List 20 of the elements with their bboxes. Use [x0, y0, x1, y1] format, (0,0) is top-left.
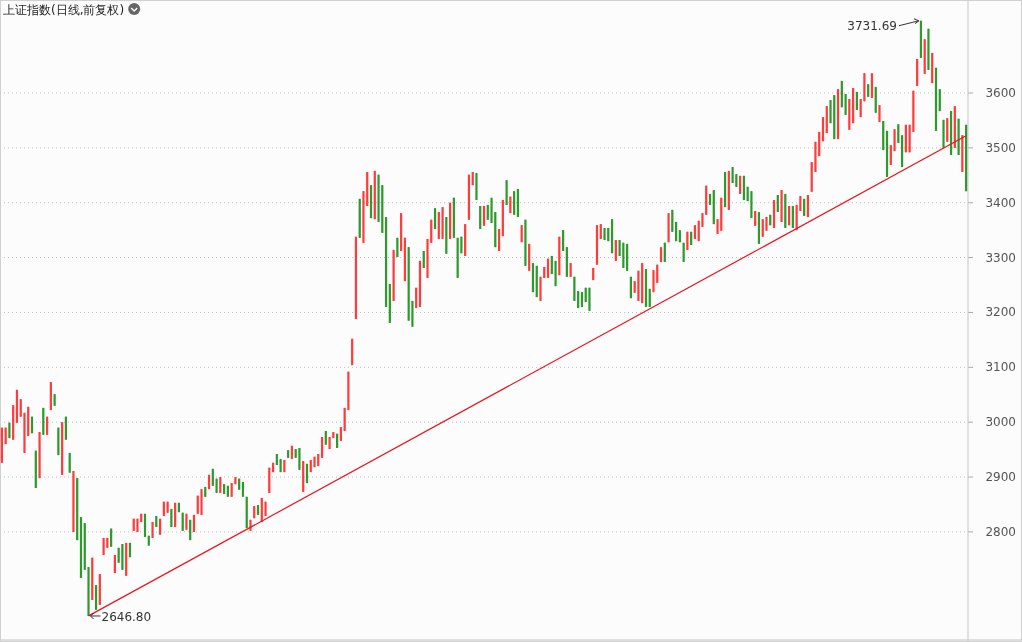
candlestick: [614, 239, 617, 262]
y-tick-label: 3500: [985, 140, 1016, 155]
candlestick: [513, 190, 516, 216]
chart-title: 上证指数(日线,前复权): [3, 3, 125, 17]
candlestick: [806, 195, 810, 217]
y-tick-label: 3400: [985, 195, 1016, 210]
annotation: 2646.80: [101, 609, 152, 624]
candlestick: [791, 206, 794, 228]
y-tick-label: 3600: [985, 86, 1016, 100]
candlestick: [482, 205, 486, 227]
y-tick-label: 3200: [985, 305, 1016, 320]
candlestick: [946, 117, 949, 143]
annotation: 3731.69: [847, 18, 897, 33]
y-tick-label: 2800: [985, 524, 1016, 539]
y-tick-label: 3000: [985, 415, 1016, 430]
candlestick: [320, 436, 324, 459]
candlestick: [897, 123, 900, 144]
y-tick-label: 3100: [985, 360, 1016, 375]
y-tick-label: 2900: [985, 470, 1016, 485]
y-tick-label: 3300: [985, 250, 1016, 265]
